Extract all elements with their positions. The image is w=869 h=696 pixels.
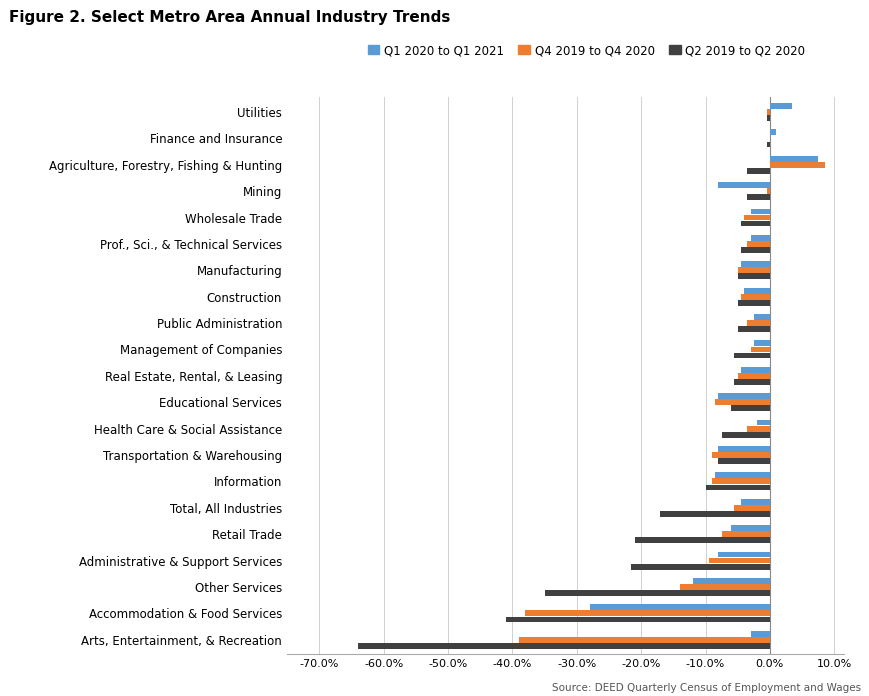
Bar — [766, 141, 769, 148]
Bar — [737, 274, 769, 279]
Bar — [769, 162, 824, 168]
Bar — [506, 617, 769, 622]
Bar — [660, 511, 769, 516]
Bar — [708, 557, 769, 564]
Bar — [631, 564, 769, 569]
Bar — [743, 287, 769, 294]
Bar — [746, 241, 769, 247]
Bar — [753, 314, 769, 320]
Bar — [769, 156, 817, 161]
Bar — [718, 458, 769, 464]
Bar — [746, 168, 769, 174]
Bar — [525, 610, 769, 616]
Bar — [769, 103, 792, 109]
Bar — [750, 235, 769, 241]
Bar — [737, 326, 769, 332]
Bar — [718, 446, 769, 452]
Legend: Q1 2020 to Q1 2021, Q4 2019 to Q4 2020, Q2 2019 to Q2 2020: Q1 2020 to Q1 2021, Q4 2019 to Q4 2020, … — [362, 39, 809, 62]
Bar — [718, 182, 769, 188]
Bar — [746, 426, 769, 432]
Bar — [544, 590, 769, 596]
Bar — [720, 432, 769, 438]
Bar — [589, 604, 769, 610]
Bar — [756, 420, 769, 425]
Bar — [720, 531, 769, 537]
Bar — [740, 367, 769, 372]
Bar — [766, 115, 769, 121]
Bar — [740, 261, 769, 267]
Bar — [737, 267, 769, 274]
Bar — [679, 584, 769, 590]
Bar — [733, 379, 769, 385]
Bar — [750, 631, 769, 637]
Bar — [766, 188, 769, 194]
Bar — [733, 353, 769, 358]
Bar — [733, 505, 769, 511]
Bar — [692, 578, 769, 584]
Bar — [769, 129, 775, 135]
Bar — [711, 478, 769, 484]
Bar — [718, 393, 769, 399]
Bar — [766, 109, 769, 115]
Bar — [731, 405, 769, 411]
Bar — [740, 247, 769, 253]
Bar — [746, 320, 769, 326]
Bar — [634, 537, 769, 543]
Bar — [740, 294, 769, 299]
Text: Figure 2. Select Metro Area Annual Industry Trends: Figure 2. Select Metro Area Annual Indus… — [9, 10, 449, 26]
Bar — [714, 473, 769, 478]
Bar — [743, 214, 769, 221]
Bar — [746, 194, 769, 200]
Bar — [737, 300, 769, 306]
Bar — [737, 373, 769, 379]
Bar — [750, 209, 769, 214]
Bar — [750, 347, 769, 352]
Bar — [357, 643, 769, 649]
Bar — [705, 484, 769, 491]
Bar — [740, 221, 769, 226]
Bar — [740, 499, 769, 505]
Bar — [714, 400, 769, 405]
Bar — [711, 452, 769, 458]
Bar — [753, 340, 769, 347]
Text: Source: DEED Quarterly Census of Employment and Wages: Source: DEED Quarterly Census of Employm… — [552, 683, 860, 693]
Bar — [731, 525, 769, 531]
Bar — [518, 637, 769, 642]
Bar — [718, 552, 769, 557]
